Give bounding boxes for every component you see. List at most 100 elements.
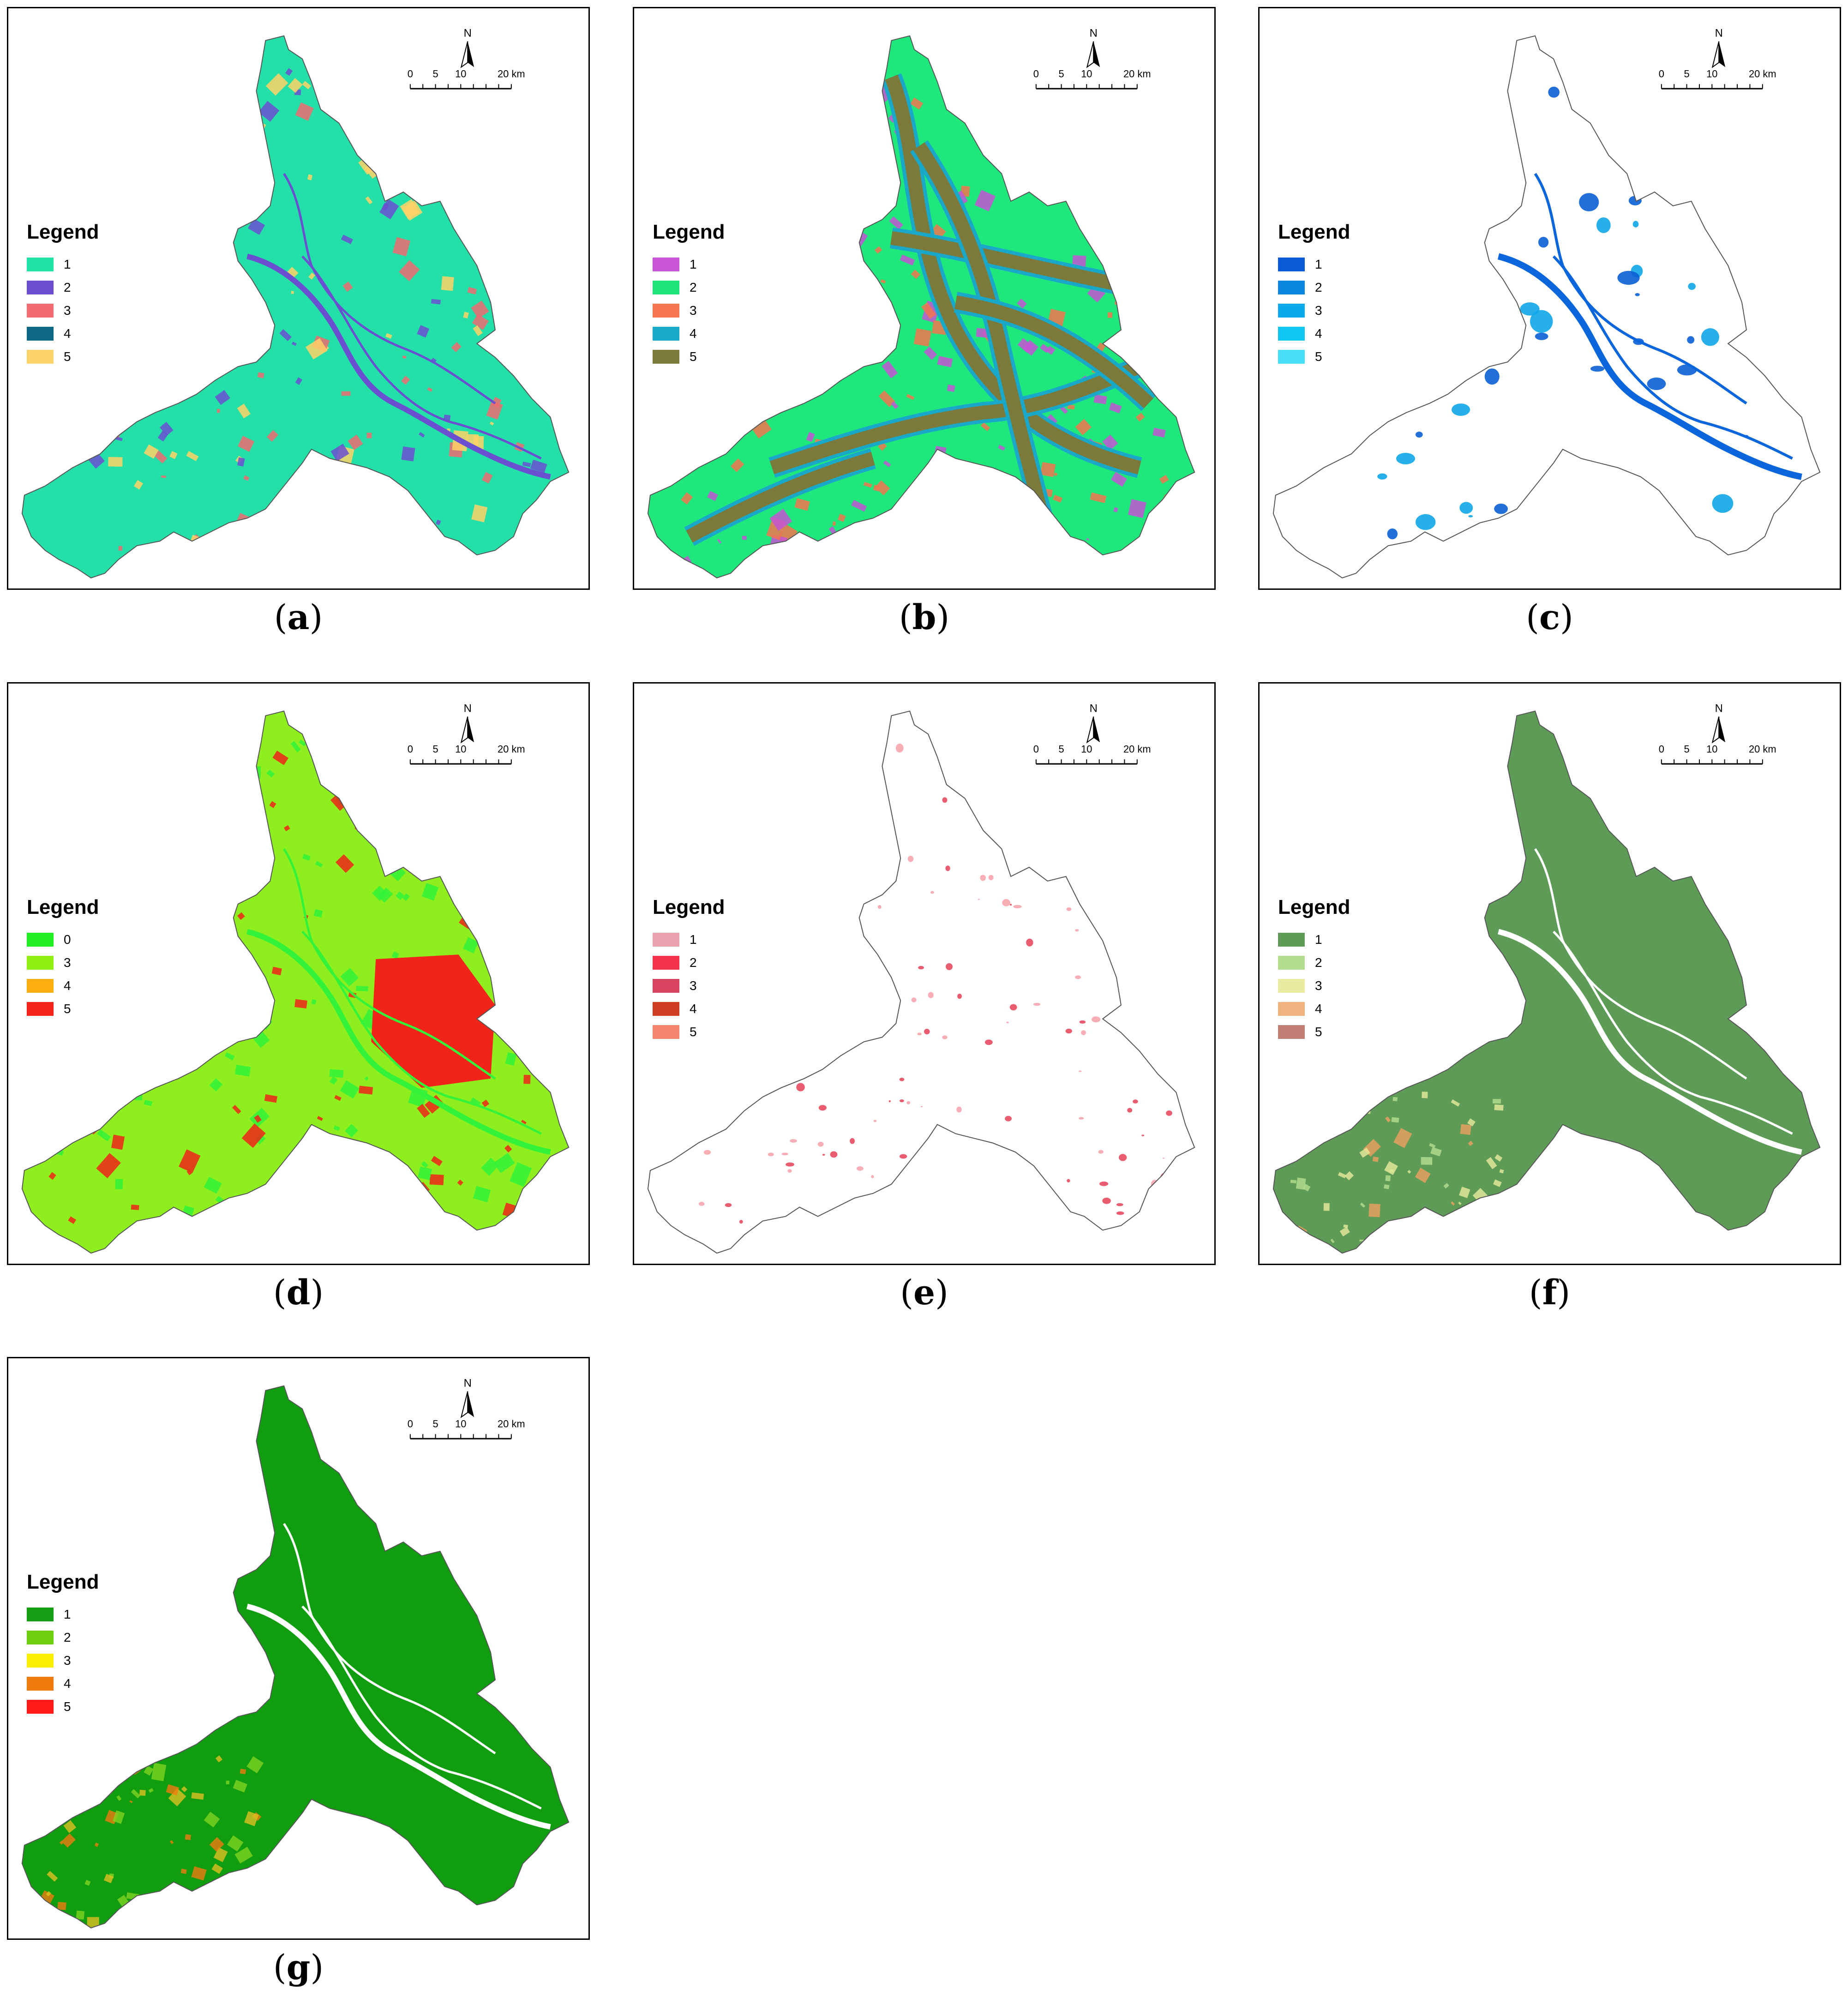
map-patch <box>699 812 708 817</box>
legend-swatch <box>1278 327 1305 341</box>
map-patch <box>353 743 366 758</box>
map-patch <box>97 1129 111 1142</box>
map-patch <box>1494 1154 1503 1162</box>
map-patch <box>1368 1203 1380 1218</box>
map-patch <box>108 457 123 467</box>
map-patch <box>429 1174 444 1185</box>
map-patch <box>359 1086 373 1095</box>
map-patch <box>136 819 140 823</box>
river <box>246 929 551 1155</box>
map-patch <box>417 325 430 338</box>
scale-label: 5 <box>1058 743 1064 755</box>
legend-item: 2 <box>653 276 725 299</box>
map-patch <box>175 1914 186 1924</box>
map-patch <box>906 394 915 400</box>
legend-swatch <box>1278 1025 1305 1039</box>
map-patch <box>291 342 297 346</box>
map-patch <box>521 1120 527 1124</box>
map-patch <box>496 338 510 352</box>
map-c: N 0 5 10 20 km <box>1272 27 1821 579</box>
legend-label: 4 <box>1315 326 1322 341</box>
north-label: N <box>464 1377 472 1390</box>
map-patch <box>1392 1097 1398 1102</box>
map-patch <box>1411 1224 1426 1236</box>
map-patch <box>61 1833 76 1848</box>
map-patch <box>870 169 882 178</box>
map-patch <box>1048 546 1064 564</box>
legend-label: 0 <box>64 932 71 947</box>
map-patch <box>1468 1140 1474 1146</box>
map-patch <box>707 491 718 501</box>
map-patch <box>891 401 899 409</box>
map-patch <box>326 772 335 780</box>
study-area-outline <box>1272 35 1821 579</box>
legend-label: 4 <box>690 1002 697 1016</box>
map-patch <box>1484 539 1492 544</box>
map-patch <box>1530 310 1553 333</box>
map-patch <box>899 1077 905 1081</box>
map-f: N 0 5 10 20 km <box>1272 702 1821 1254</box>
map-patch <box>1102 1197 1111 1204</box>
map-patch <box>891 558 897 563</box>
map-patch <box>1146 348 1164 366</box>
legend-label: 4 <box>1315 1002 1322 1016</box>
map-patch <box>930 891 934 894</box>
map-patch <box>340 1080 360 1099</box>
map-patch <box>867 813 873 818</box>
legend-title: Legend <box>1278 896 1350 918</box>
map-patch <box>989 533 994 537</box>
map-patch <box>309 546 316 550</box>
map-patch <box>928 1176 931 1178</box>
map-patch <box>112 184 123 195</box>
legend-b: Legend 1 2 3 4 5 <box>653 221 725 368</box>
legend-item: 4 <box>27 1672 99 1695</box>
scale-label: 5 <box>432 1418 438 1429</box>
map-patch <box>734 406 741 413</box>
scale-label: 10 <box>455 1418 466 1429</box>
map-patch <box>1339 1226 1350 1236</box>
map-patch <box>144 1765 154 1776</box>
map-patch <box>169 451 178 459</box>
map-patch <box>279 329 292 342</box>
legend-item: 1 <box>1278 253 1350 276</box>
map-patch <box>857 1166 864 1171</box>
north-arrow-icon: N <box>1711 702 1726 744</box>
map-patch <box>956 775 962 781</box>
map-patch <box>301 1169 321 1189</box>
map-patch <box>1357 375 1374 390</box>
map-patch <box>917 1223 920 1226</box>
map-patch <box>401 376 410 385</box>
scale-label: 0 <box>408 1418 413 1429</box>
map-patch <box>484 146 488 151</box>
map-patch <box>119 227 124 230</box>
map-patch <box>731 838 739 845</box>
scale-label: 0 <box>1033 68 1039 79</box>
map-patch <box>222 1220 228 1226</box>
map-patch <box>515 214 535 235</box>
map-patch <box>424 1095 444 1114</box>
map-patch <box>1077 543 1089 555</box>
map-patch <box>291 291 294 294</box>
map-patch <box>131 397 140 408</box>
map-patch <box>1504 518 1513 524</box>
north-label: N <box>1090 702 1098 715</box>
map-patch <box>907 856 914 862</box>
map-patch <box>1493 1179 1502 1187</box>
map-patch <box>1688 282 1696 290</box>
map-patch <box>171 263 181 270</box>
map-patch <box>956 502 965 509</box>
map-patch <box>1421 1157 1433 1165</box>
legend-swatch <box>27 281 54 294</box>
map-patch <box>1041 552 1052 567</box>
map-patch <box>421 1161 428 1168</box>
legend-label: 3 <box>64 303 71 318</box>
map-patch <box>463 312 469 319</box>
map-patch <box>54 859 66 873</box>
scale-label: 20 km <box>1123 743 1151 755</box>
map-patch <box>431 358 437 363</box>
legend-swatch <box>653 304 679 318</box>
river <box>246 1603 551 1830</box>
study-area-fill <box>1273 711 1820 1254</box>
map-patch <box>796 1083 805 1092</box>
map-patch <box>768 1152 774 1157</box>
